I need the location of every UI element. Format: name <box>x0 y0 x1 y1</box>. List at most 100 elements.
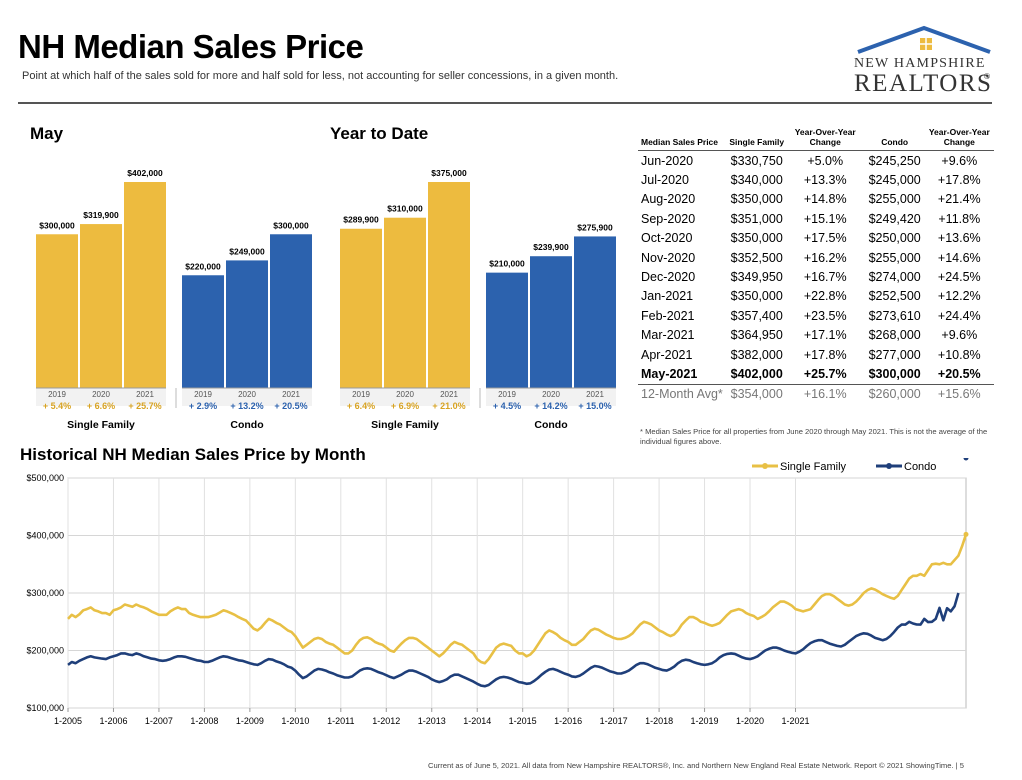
table-header-row: Median Sales Price Single Family Year-Ov… <box>638 127 994 151</box>
table-cell: +14.6% <box>937 250 981 265</box>
table-header-month: Median Sales Price <box>638 127 728 151</box>
table-cell: $268,000 <box>868 328 921 343</box>
ytd-category-label: 2020 <box>542 390 560 399</box>
table-cell: Jun-2020 <box>641 153 694 168</box>
x-tick-label: 1-2019 <box>691 716 719 726</box>
table-header-condo: Condo <box>864 127 925 151</box>
may-category-label: 2020 <box>92 390 110 399</box>
table-row: Mar-2021 $364,950 +17.1% $268,000 +9.6% <box>638 326 994 345</box>
may-change-label: + 5.4% <box>43 401 71 411</box>
x-tick-label: 1-2006 <box>99 716 127 726</box>
series-end-point <box>963 458 969 461</box>
header-divider <box>18 102 992 104</box>
table-cell: Mar-2021 <box>641 328 695 343</box>
table-row: Nov-2020 $352,500 +16.2% $255,000 +14.6% <box>638 248 994 267</box>
ytd-category-label: 2019 <box>498 390 516 399</box>
logo-line-2: REALTORS <box>854 70 993 97</box>
y-tick-label: $400,000 <box>26 531 64 541</box>
table-cell: +17.8% <box>937 173 981 188</box>
table-cell: $350,000 <box>730 289 783 304</box>
x-tick-label: 1-2015 <box>509 716 537 726</box>
x-tick-label: 1-2011 <box>327 716 354 726</box>
may-value-label: $402,000 <box>127 168 163 178</box>
x-tick-label: 1-2020 <box>736 716 764 726</box>
ytd-change-label: + 6.9% <box>391 401 419 411</box>
table-header-condo-change: Year-Over-Year Change <box>924 127 994 151</box>
table-cell: Aug-2020 <box>641 192 696 207</box>
x-tick-label: 1-2017 <box>600 716 628 726</box>
may-bar <box>80 224 122 388</box>
may-value-label: $249,000 <box>229 246 265 256</box>
legend-label: Single Family <box>780 461 847 473</box>
table-cell: +16.1% <box>785 383 865 405</box>
table-cell: +17.1% <box>803 328 847 343</box>
table-cell: $255,000 <box>868 192 921 207</box>
table-cell: $354,000 <box>727 383 786 405</box>
ytd-value-label: $375,000 <box>431 168 467 178</box>
table-cell: +11.8% <box>938 211 981 226</box>
table-cell: $350,000 <box>730 192 783 207</box>
table-row: Feb-2021 $357,400 +23.5% $273,610 +24.4% <box>638 306 994 325</box>
table-header-sf-change: Year-Over-Year Change <box>785 127 865 151</box>
x-tick-label: 1-2016 <box>554 716 582 726</box>
may-value-label: $319,900 <box>83 210 119 220</box>
table-cell: $245,250 <box>868 153 921 168</box>
ytd-bar <box>340 228 382 388</box>
may-bar <box>124 182 166 388</box>
ytd-change-label: + 4.5% <box>493 401 521 411</box>
line-chart-title: Historical NH Median Sales Price by Mont… <box>20 445 366 464</box>
table-cell: May-2021 <box>641 366 698 381</box>
x-tick-label: 1-2014 <box>463 716 491 726</box>
ytd-group-label: Single Family <box>371 419 439 431</box>
may-axis-band-0 <box>36 388 166 406</box>
ytd-change-label: + 15.0% <box>578 401 611 411</box>
y-tick-label: $500,000 <box>26 473 64 483</box>
may-group-label: Condo <box>230 419 263 431</box>
legend-marker <box>886 463 892 469</box>
table-cell: +12.2% <box>937 289 981 304</box>
table-cell: Oct-2020 <box>641 231 693 246</box>
table-cell: +15.1% <box>803 211 847 226</box>
x-tick-label: 1-2021 <box>781 716 809 726</box>
may-value-label: $300,000 <box>273 220 309 230</box>
y-tick-label: $200,000 <box>26 646 64 656</box>
ytd-value-label: $289,900 <box>343 215 379 225</box>
table-cell: $300,000 <box>868 366 921 381</box>
table-row: Dec-2020 $349,950 +16.7% $274,000 +24.5% <box>638 267 994 286</box>
table-header-single-family: Single Family <box>727 127 786 151</box>
table-cell: +16.7% <box>803 270 847 285</box>
table-cell: Jan-2021 <box>641 289 694 304</box>
may-change-label: + 20.5% <box>274 401 307 411</box>
table-cell: $277,000 <box>868 347 921 362</box>
may-change-label: + 2.9% <box>189 401 217 411</box>
may-change-label: + 13.2% <box>230 401 263 411</box>
x-tick-label: 1-2010 <box>281 716 309 726</box>
table-cell: $402,000 <box>730 366 783 381</box>
table-cell: +25.7% <box>803 366 847 381</box>
table-row: May-2021 $402,000 +25.7% $300,000 +20.5% <box>638 364 994 384</box>
ytd-category-label: 2021 <box>440 390 458 399</box>
table-row: Jun-2020 $330,750 +5.0% $245,250 +9.6% <box>638 151 994 171</box>
ytd-axis-band-0 <box>340 388 470 406</box>
realtors-logo: NEW HAMPSHIRE REALTORS ® <box>848 24 994 98</box>
x-tick-label: 1-2007 <box>145 716 173 726</box>
table-cell: $260,000 <box>864 383 925 405</box>
table-summary-row: 12-Month Avg* $354,000 +16.1% $260,000 +15.6… <box>638 383 994 405</box>
table-cell: +9.6% <box>941 153 978 168</box>
table-cell: $245,000 <box>868 173 921 188</box>
median-price-table: Median Sales Price Single Family Year-Ov… <box>638 127 994 405</box>
table-row: Oct-2020 $350,000 +17.5% $250,000 +13.6% <box>638 229 994 248</box>
table-footnote: * Median Sales Price for all properties … <box>640 427 988 446</box>
table-cell: $249,420 <box>868 211 921 226</box>
table-cell: +21.4% <box>937 192 981 207</box>
may-bar <box>270 234 312 388</box>
house-roof-icon <box>857 25 991 54</box>
table-cell: $274,000 <box>868 270 921 285</box>
y-tick-label: $100,000 <box>26 703 64 713</box>
table-cell: +13.6% <box>937 231 981 246</box>
table-cell: $273,610 <box>868 308 921 323</box>
may-value-label: $300,000 <box>39 220 75 230</box>
ytd-change-label: + 14.2% <box>534 401 567 411</box>
table-cell: Sep-2020 <box>641 211 696 226</box>
ytd-value-label: $275,900 <box>577 222 613 232</box>
